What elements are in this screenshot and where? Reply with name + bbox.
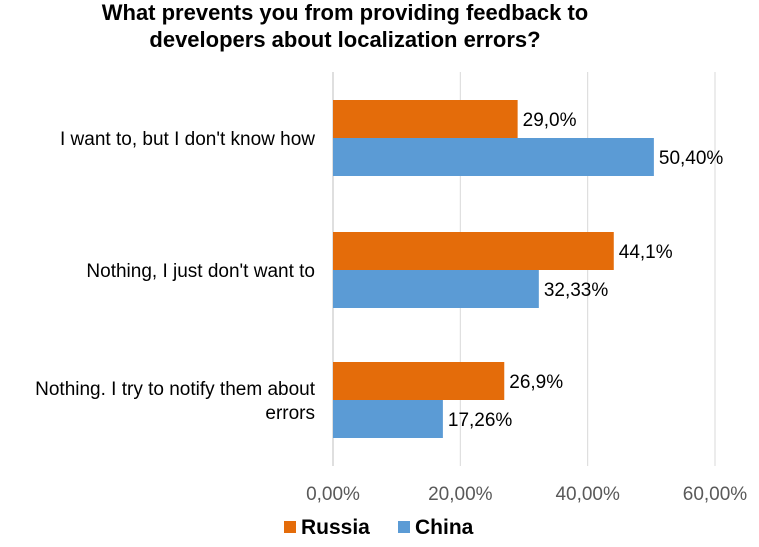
tick-label: 40,00% [555, 484, 620, 505]
bar-russia [333, 232, 614, 270]
data-label: 44,1% [619, 242, 673, 263]
legend: Russia China [284, 516, 474, 539]
legend-swatch-china [398, 521, 410, 533]
category-label: I want to, but I don't know how [60, 129, 315, 150]
title-line: What prevents you from providing feedbac… [102, 0, 589, 25]
bar-china [333, 400, 443, 438]
data-label: 26,9% [509, 372, 563, 393]
bar-china [333, 270, 539, 308]
chart-title: What prevents you from providing feedbac… [102, 0, 589, 52]
bar-russia [333, 362, 505, 400]
legend-swatch-russia [284, 521, 296, 533]
data-label: 32,33% [544, 280, 609, 301]
category-label: Nothing, I just don't want to [86, 261, 315, 282]
bars: 29,0% 50,40% 44,1% 32,33% 26,9% 17,26% [333, 100, 723, 438]
data-label: 17,26% [448, 410, 513, 431]
category-labels: I want to, but I don't know how Nothing, … [35, 129, 316, 424]
data-label: 50,40% [659, 148, 724, 169]
tick-label: 60,00% [683, 484, 748, 505]
legend-label-china: China [415, 516, 474, 539]
tick-label: 20,00% [428, 484, 493, 505]
bar-russia [333, 100, 518, 138]
title-line: developers about localization errors? [149, 27, 540, 52]
category-label: errors [265, 403, 315, 424]
x-axis-ticks: 0,00% 20,00% 40,00% 60,00% [306, 484, 747, 505]
category-label: Nothing. I try to notify them about [35, 379, 316, 400]
data-label: 29,0% [523, 110, 577, 131]
legend-label-russia: Russia [301, 516, 370, 539]
tick-label: 0,00% [306, 484, 360, 505]
bar-china [333, 138, 654, 176]
